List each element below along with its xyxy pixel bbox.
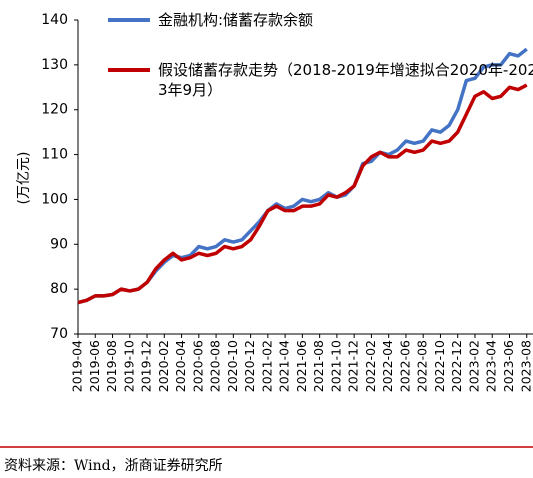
x-tick-label: 2020-12 [242,340,257,392]
x-tick-label: 2019-10 [121,340,136,392]
x-tick-label: 2019-06 [87,340,102,392]
x-tick-label: 2022-08 [415,340,430,392]
x-tick-label: 2020-04 [173,340,188,392]
y-axis-label: (万亿元) [16,152,32,205]
x-tick-label: 2020-10 [225,340,240,392]
x-tick-label: 2023-02 [466,340,481,392]
x-tick-label: 2020-08 [208,340,223,392]
source-note: 资料来源：Wind，浙商证券研究所 [4,458,223,474]
x-tick-label: 2021-12 [346,340,361,392]
x-tick-label: 2020-02 [156,340,171,392]
y-tick-label: 120 [41,102,68,118]
x-tick-label: 2020-06 [190,340,205,392]
x-tick-label: 2023-08 [518,340,533,392]
x-tick-label: 2022-06 [397,340,412,392]
x-tick-label: 2021-10 [328,340,343,392]
series-line [77,83,528,305]
y-tick-label: 130 [41,57,68,73]
x-tick-label: 2019-04 [70,340,85,392]
x-tick-label: 2019-12 [139,340,154,392]
x-tick-label: 2021-06 [294,340,309,392]
y-tick-label: 80 [50,281,68,297]
x-tick-label: 2023-04 [484,340,499,392]
legend-label: 金融机构:储蓄存款余额 [158,11,314,29]
x-tick-label: 2021-08 [311,340,326,392]
x-tick-label: 2022-02 [363,340,378,392]
legend-label: 假设储蓄存款走势（2018-2019年增速拟合2020年-2023年9月） [158,61,533,99]
x-tick-label: 2019-08 [104,340,119,392]
y-tick-label: 70 [50,326,68,342]
y-tick-label: 140 [41,12,68,28]
x-tick-label: 2022-12 [449,340,464,392]
x-tick-label: 2021-02 [259,340,274,392]
x-tick-label: 2023-06 [501,340,516,392]
y-tick-label: 100 [41,191,68,207]
x-tick-label: 2021-04 [277,340,292,392]
x-tick-label: 2022-10 [432,340,447,392]
y-tick-label: 110 [41,147,68,163]
y-tick-label: 90 [50,236,68,252]
x-tick-label: 2022-04 [380,340,395,392]
